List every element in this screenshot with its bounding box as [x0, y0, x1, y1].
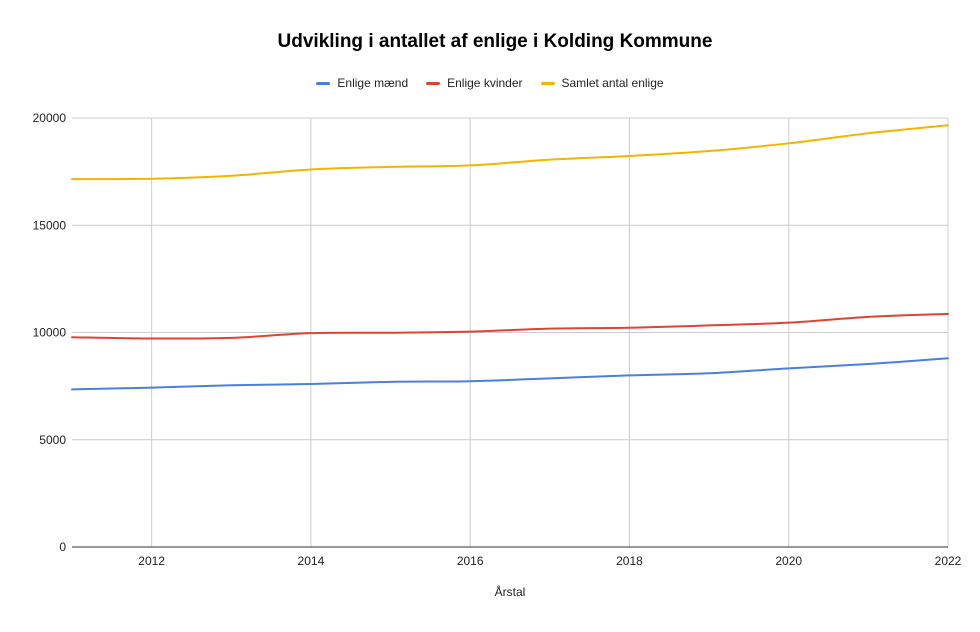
legend-swatch-enlige-kvinder [426, 81, 441, 85]
legend: Enlige mænd Enlige kvinder Samlet antal … [0, 76, 980, 90]
legend-item-samlet-antal-enlige[interactable]: Samlet antal enlige [540, 76, 664, 90]
legend-item-enlige-kvinder[interactable]: Enlige kvinder [426, 76, 523, 90]
series-line-enlige-kvinder [71, 312, 949, 340]
x-tick-label: 2020 [775, 554, 802, 568]
x-tick-label: 2018 [616, 554, 643, 568]
legend-swatch-enlige-maend [316, 81, 331, 85]
legend-label-enlige-maend: Enlige mænd [337, 76, 409, 90]
y-tick-label: 10000 [33, 326, 67, 340]
y-tick-label: 20000 [33, 111, 67, 125]
x-axis-title: Årstal [494, 585, 526, 599]
x-tick-label: 2016 [457, 554, 484, 568]
y-tick-label: 5000 [39, 433, 66, 447]
legend-item-enlige-maend[interactable]: Enlige mænd [316, 76, 408, 90]
x-tick-label: 2022 [935, 554, 962, 568]
legend-label-enlige-kvinder: Enlige kvinder [447, 76, 523, 90]
y-tick-label: 0 [59, 540, 66, 554]
x-tick-label: 2012 [138, 554, 165, 568]
y-tick-label: 15000 [33, 218, 67, 232]
x-tick-label: 2014 [298, 554, 325, 568]
chart-title: Udvikling i antallet af enlige i Kolding… [277, 31, 713, 52]
series-line-samlet-antal-enlige [71, 124, 949, 181]
legend-label-samlet-antal-enlige: Samlet antal enlige [561, 76, 664, 90]
series-line-enlige-maend [71, 357, 949, 391]
legend-swatch-samlet-antal-enlige [540, 81, 555, 85]
